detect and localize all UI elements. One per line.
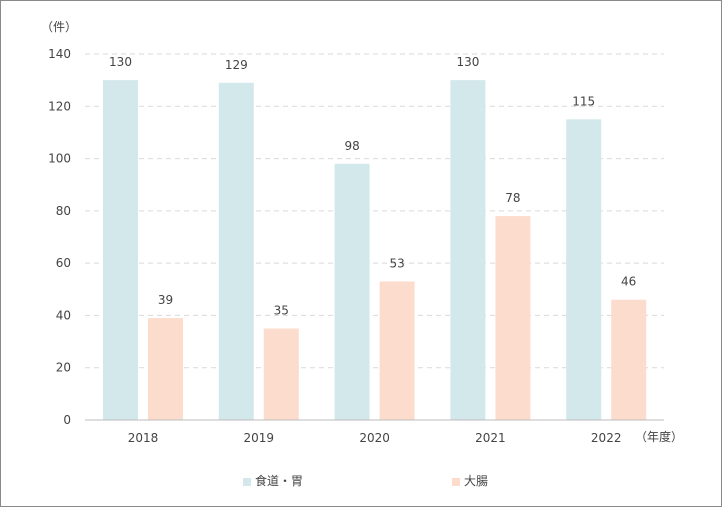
bar [148, 318, 183, 420]
y-tick-label: 100 [48, 152, 71, 166]
legend-label: 食道・胃 [255, 473, 303, 488]
y-tick-label: 0 [63, 413, 71, 427]
data-label: 46 [621, 275, 636, 289]
y-tick-label: 80 [56, 204, 71, 218]
x-tick-label: 2019 [244, 431, 275, 445]
x-axis-unit-label: （年度） [635, 429, 683, 444]
data-label: 39 [158, 293, 173, 307]
data-label: 53 [389, 256, 404, 270]
x-axis-ticks: 2018 2019 2020 2021 2022 [128, 431, 622, 445]
bar [103, 80, 138, 421]
bar [611, 299, 647, 420]
legend: 食道・胃 大腸 [243, 473, 488, 488]
bar [218, 82, 254, 420]
legend-swatch [452, 478, 460, 486]
x-tick-label: 2022 [591, 431, 622, 445]
bar [263, 328, 299, 420]
data-label: 98 [344, 139, 359, 153]
data-label: 78 [505, 191, 520, 205]
data-label: 130 [456, 55, 479, 69]
y-tick-label: 60 [56, 256, 71, 270]
bar [495, 216, 531, 420]
bar [379, 281, 415, 420]
y-tick-label: 20 [56, 361, 71, 375]
legend-swatch [243, 478, 251, 486]
legend-label: 大腸 [464, 474, 488, 488]
y-tick-label: 40 [56, 308, 71, 322]
x-tick-label: 2018 [128, 431, 159, 445]
bar [566, 119, 602, 420]
y-tick-label: 120 [48, 99, 71, 113]
grid-lines [85, 53, 664, 369]
bars: 130 39 129 35 98 53 130 78 115 46 [103, 55, 647, 421]
data-label: 35 [274, 304, 289, 318]
data-label: 130 [109, 55, 132, 69]
y-axis-ticks: 0 20 40 60 80 100 120 140 [48, 47, 71, 427]
y-tick-label: 140 [48, 47, 71, 61]
data-label: 115 [572, 94, 595, 108]
x-tick-label: 2021 [475, 431, 506, 445]
bar [334, 163, 370, 421]
x-tick-label: 2020 [359, 431, 390, 445]
bar [450, 80, 486, 421]
y-axis-unit-label: （件） [41, 20, 77, 34]
data-label: 129 [225, 58, 248, 72]
